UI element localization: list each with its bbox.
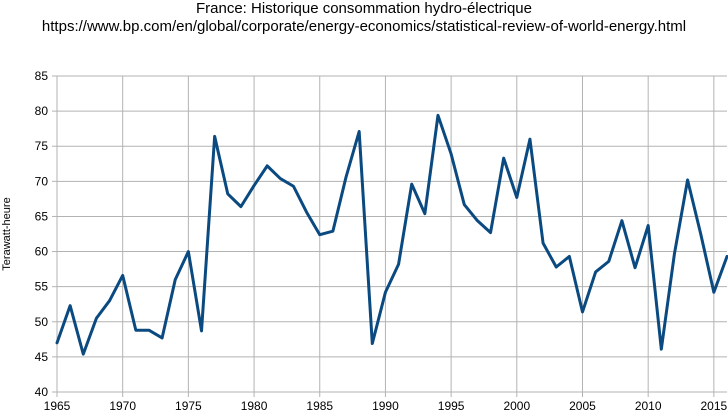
x-tick-label: 1970 bbox=[109, 399, 136, 413]
series-line bbox=[55, 113, 728, 356]
tick-labels: 40 45 50 55 60 65 70 75 80 85 1965 1970 1975 1980 1985… bbox=[35, 69, 728, 413]
y-tick-label: 75 bbox=[35, 139, 49, 153]
x-tick-label: 2010 bbox=[635, 399, 662, 413]
y-tick-label: 85 bbox=[35, 69, 49, 83]
x-tick-label: 1985 bbox=[306, 399, 333, 413]
x-tick-label: 2000 bbox=[503, 399, 530, 413]
y-axis-label: Terawatt-heure bbox=[1, 197, 13, 270]
chart-title: France: Historique consommation hydro-él… bbox=[196, 0, 532, 17]
x-tick-label: 2005 bbox=[569, 399, 596, 413]
y-tick-label: 45 bbox=[35, 350, 49, 364]
x-tick-label: 1995 bbox=[438, 399, 465, 413]
y-tick-label: 65 bbox=[35, 209, 49, 223]
y-tick-label: 80 bbox=[35, 104, 49, 118]
x-tick-label: 1965 bbox=[44, 399, 71, 413]
x-tick-label: 1990 bbox=[372, 399, 399, 413]
chart-subtitle: https://www.bp.com/en/global/corporate/e… bbox=[41, 18, 687, 35]
y-tick-label: 40 bbox=[35, 385, 49, 399]
y-tick-label: 50 bbox=[35, 315, 49, 329]
y-tick-label: 60 bbox=[35, 245, 49, 259]
y-tick-label: 70 bbox=[35, 174, 49, 188]
chart-titles: France: Historique consommation hydro-él… bbox=[0, 0, 728, 36]
y-tick-label: 55 bbox=[35, 280, 49, 294]
x-tick-label: 1980 bbox=[241, 399, 268, 413]
x-tick-label: 1975 bbox=[175, 399, 202, 413]
x-tick-label: 2015 bbox=[701, 399, 728, 413]
